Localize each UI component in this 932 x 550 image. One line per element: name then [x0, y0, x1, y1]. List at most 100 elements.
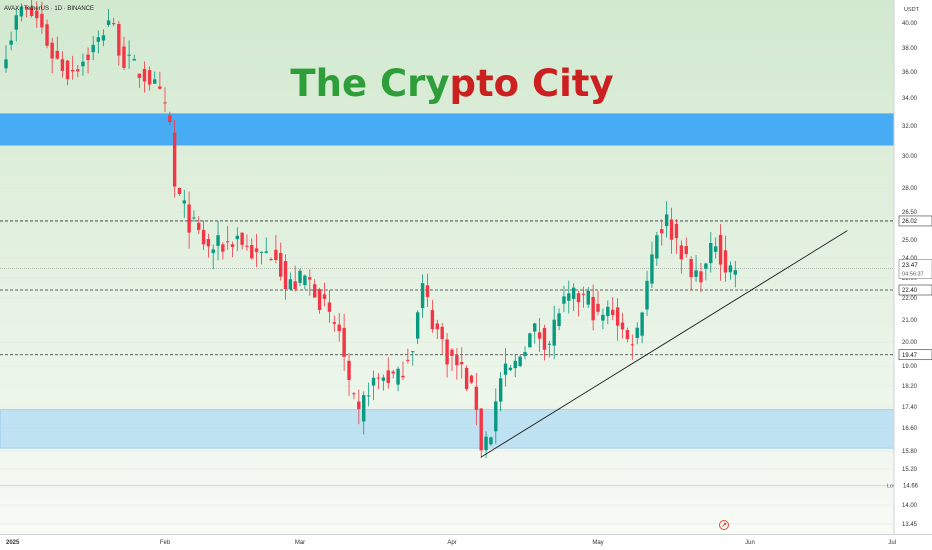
candle: [381, 374, 386, 391]
low-marker-label: Low: [887, 483, 897, 489]
watermark-title: The Crypto City: [290, 62, 613, 105]
candle: [168, 111, 172, 126]
price-tick-label: 26.50: [902, 210, 918, 216]
price-tick-label: 16.60: [902, 426, 918, 432]
candle: [425, 273, 430, 308]
candle-body: [474, 386, 479, 410]
candle: [611, 297, 615, 320]
candle: [562, 285, 566, 313]
candle: [332, 315, 337, 332]
candle-body: [230, 244, 235, 248]
candle: [357, 389, 361, 425]
zone-strong[interactable]: [0, 113, 894, 146]
candle: [650, 241, 654, 288]
candle: [615, 298, 620, 341]
candle-body: [601, 314, 605, 321]
candle: [684, 237, 688, 258]
price-tick-label: 30.00: [902, 154, 918, 160]
candle: [386, 357, 390, 389]
candle-body: [70, 69, 75, 72]
candle-body: [288, 279, 293, 290]
candle: [19, 3, 24, 22]
candle-body: [640, 312, 644, 336]
candle-body: [635, 327, 639, 338]
candle: [445, 333, 449, 378]
candle-body: [55, 50, 59, 59]
candle: [660, 219, 664, 246]
candle-body: [137, 73, 142, 78]
candle-body: [489, 437, 493, 445]
price-tick-label: 14.00: [902, 503, 918, 509]
candle-body: [689, 259, 693, 278]
candle-body: [206, 239, 211, 247]
candle: [122, 36, 126, 71]
candle-body: [723, 250, 728, 273]
time-axis[interactable]: 2025 Feb Mar Apr May Jun Jul: [6, 540, 896, 546]
candle-body: [445, 339, 449, 365]
candle: [415, 310, 420, 344]
candle: [192, 210, 196, 222]
low-price-tag: [899, 480, 932, 491]
candle: [283, 254, 288, 300]
candle-body: [694, 270, 698, 277]
candle: [518, 354, 522, 368]
candle: [586, 287, 590, 308]
replay-icon[interactable]: [719, 520, 729, 530]
candle: [313, 279, 317, 298]
price-axis[interactable]: USDT 40.00 38.00 36.00 34.00 32.00 30.00 28.00…: [898, 7, 932, 528]
price-tick-label: 24.00: [902, 256, 918, 262]
candle-body: [518, 356, 522, 367]
candle-body: [411, 351, 415, 353]
candle: [640, 311, 644, 344]
candle-body: [713, 246, 718, 252]
time-axis-background: [0, 534, 932, 550]
price-tick-label: 40.00: [902, 21, 918, 27]
candle-body: [611, 309, 615, 316]
candle-body: [245, 245, 249, 247]
price-tick-label: 28.00: [902, 186, 918, 192]
candle: [689, 256, 693, 291]
candle-body: [660, 229, 664, 234]
candle-body: [528, 333, 532, 348]
candle-body: [112, 23, 116, 25]
candle: [709, 232, 713, 273]
price-tick-label: 17.40: [902, 405, 918, 411]
candle-body: [366, 395, 371, 397]
candle: [76, 64, 80, 78]
price-tick-label: 19.00: [902, 364, 918, 370]
candle: [50, 37, 54, 74]
candle: [664, 201, 669, 238]
candle-body: [615, 307, 620, 326]
candle-body: [630, 344, 635, 346]
candle-body: [537, 332, 542, 339]
candle: [327, 289, 332, 323]
trendline[interactable]: [480, 230, 848, 458]
candle-body: [425, 285, 430, 297]
candle-body: [664, 214, 669, 227]
candle-body: [396, 368, 400, 385]
candle: [81, 53, 85, 76]
candle-body: [132, 59, 136, 61]
candle-body: [172, 132, 177, 187]
candle: [70, 55, 75, 80]
candle: [479, 408, 483, 459]
candle: [254, 233, 259, 267]
candle: [474, 372, 479, 426]
candle-body: [406, 359, 410, 361]
candle-body: [606, 306, 610, 317]
candle: [547, 340, 552, 358]
candle: [60, 51, 65, 78]
trendline-group[interactable]: [480, 230, 848, 458]
candle: [557, 308, 561, 331]
candle-body: [460, 362, 464, 365]
candle: [645, 270, 649, 317]
zone-light[interactable]: [0, 409, 895, 449]
candle: [581, 286, 586, 308]
price-tick-label: 38.00: [902, 46, 918, 52]
candle: [172, 120, 177, 198]
candle: [508, 364, 513, 372]
candle-body: [283, 261, 288, 289]
candle-body: [625, 330, 630, 340]
